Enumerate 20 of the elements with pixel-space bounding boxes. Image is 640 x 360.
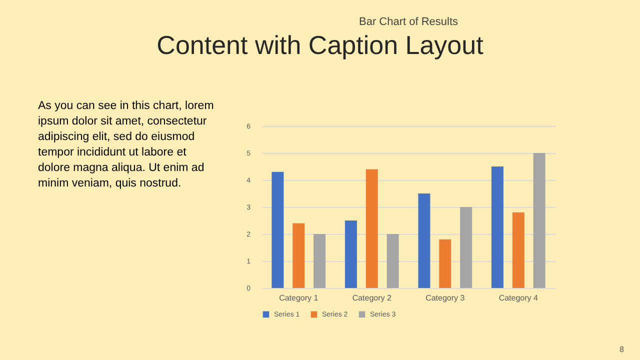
x-tick-label: Category 2 — [352, 294, 392, 302]
text: Content with Caption Layout — [156, 30, 484, 60]
bar — [418, 194, 430, 288]
bar — [272, 172, 284, 288]
bar — [491, 166, 504, 288]
chart-title: Bar Chart of Results — [358, 16, 459, 28]
text: 8 — [620, 345, 625, 354]
bar — [439, 239, 452, 288]
bar — [533, 153, 546, 288]
bar — [386, 234, 399, 288]
x-tick-label: Category 4 — [498, 294, 538, 302]
text: As you can see in this chart, lorem ipsum dolor sit amet, consectetur adipiscing elit, sed do eiusmod tempor incididunt ut labore et dolore magna aliqua. Ut enim ad minim veniam, quis nostrud. — [38, 100, 214, 190]
bar — [344, 220, 357, 288]
bar — [512, 212, 524, 288]
bar — [366, 169, 378, 288]
x-tick-label: Category 3 — [426, 294, 466, 302]
bar — [314, 234, 326, 288]
bar — [292, 223, 305, 288]
bar — [460, 207, 472, 288]
x-tick-label: Category 1 — [279, 294, 319, 302]
